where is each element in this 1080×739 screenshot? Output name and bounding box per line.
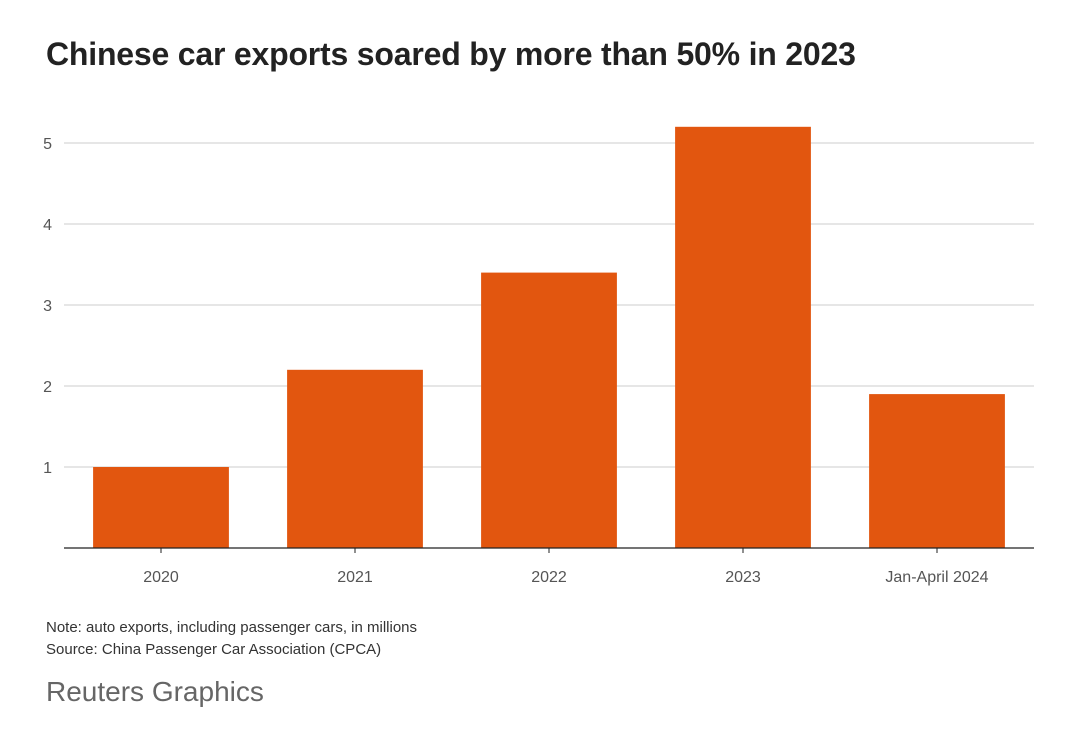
bar-2020 (93, 467, 229, 548)
y-tick-label: 1 (43, 460, 52, 477)
chart-notes: Note: auto exports, including passenger … (46, 617, 417, 661)
y-tick-label: 5 (43, 136, 52, 153)
y-tick-label: 3 (43, 298, 52, 315)
source-text: Source: China Passenger Car Association … (46, 641, 382, 658)
x-axis-labels: 2020 2021 2022 2023 Jan-April 2024 (143, 569, 988, 586)
bar-2023 (675, 126, 811, 549)
x-tick-label: 2020 (143, 569, 179, 586)
bar-2022 (481, 272, 617, 548)
x-tick-label: 2022 (531, 569, 567, 586)
bars (93, 126, 1005, 549)
x-tick-label: 2023 (725, 569, 761, 586)
brand-credit: Reuters Graphics (46, 676, 264, 707)
y-tick-label: 2 (43, 379, 52, 396)
y-tick-label: 4 (43, 217, 52, 234)
chart-title: Chinese car exports soared by more than … (46, 36, 856, 72)
y-axis-labels: 1 2 3 4 5 (43, 136, 52, 477)
x-axis (64, 547, 1034, 553)
x-tick-label: 2021 (337, 569, 373, 586)
x-tick-label: Jan-April 2024 (885, 569, 988, 586)
bar-jan-april-2024 (869, 394, 1005, 548)
bar-2021 (287, 369, 423, 548)
note-text: Note: auto exports, including passenger … (46, 619, 418, 636)
